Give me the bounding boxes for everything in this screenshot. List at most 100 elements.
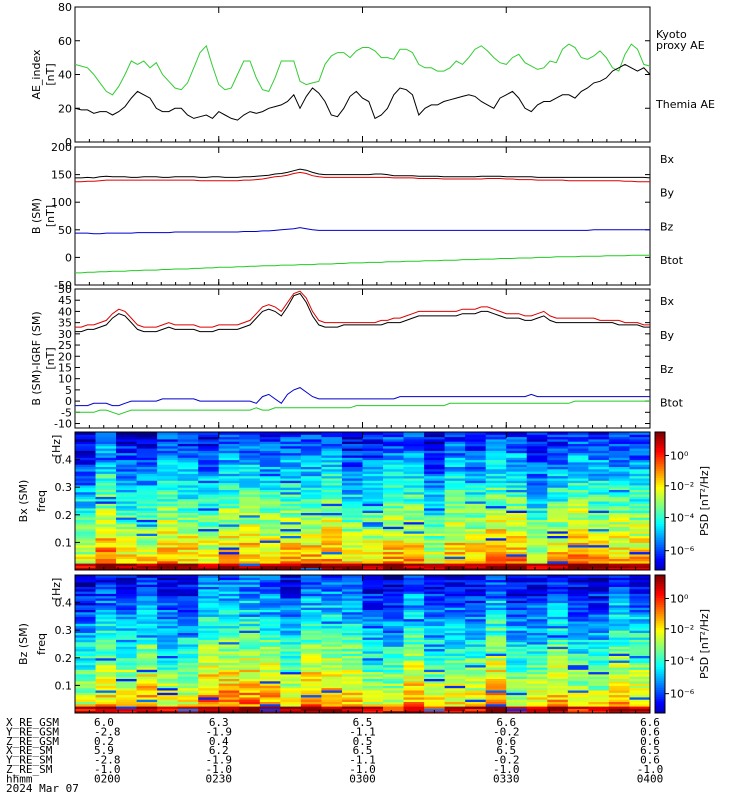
spectrogram-cell — [259, 701, 281, 705]
spectrogram-cell — [629, 699, 651, 702]
spectrogram-cell — [444, 575, 466, 578]
spectrogram-cell — [177, 496, 199, 500]
colorbar-cell — [655, 609, 665, 613]
spectrogram-cell — [506, 482, 528, 486]
spectrogram-cell — [341, 699, 363, 702]
spectrogram-cell — [506, 475, 528, 479]
spectrogram-cell — [280, 690, 302, 693]
spectrogram-cell — [321, 667, 343, 670]
spectrogram-cell — [198, 491, 220, 495]
spectrogram-cell — [444, 553, 466, 557]
spectrogram-cell — [608, 473, 630, 477]
spectrogram-cell — [75, 498, 97, 502]
spectrogram-cell — [526, 653, 548, 656]
spectrogram-cell — [485, 655, 507, 659]
spectrogram-cell — [588, 436, 610, 440]
spectrogram-cell — [506, 565, 528, 569]
spectrogram-cell — [116, 482, 138, 486]
spectrogram-cell — [321, 701, 343, 705]
spectrogram-cell — [567, 699, 589, 702]
spectrogram-cell — [321, 471, 343, 474]
spectrogram-cell — [547, 537, 569, 541]
spectrogram-cell — [485, 556, 507, 559]
spectrogram-cell — [444, 632, 466, 636]
spectrogram-cell — [444, 542, 466, 546]
spectrogram-cell — [567, 551, 589, 555]
ephemeris-value: 0330 — [493, 772, 520, 785]
spectrogram-cell — [177, 565, 199, 569]
spectrogram-cell — [485, 632, 507, 636]
spectrogram-cell — [75, 482, 97, 486]
spectrogram-cell — [588, 517, 610, 520]
spectrogram-cell — [157, 692, 179, 696]
spectrogram-cell — [218, 443, 240, 447]
spectrogram-cell — [321, 505, 343, 509]
spectrogram-cell — [116, 461, 138, 465]
spectrogram-cell — [526, 519, 548, 523]
spectrogram-cell — [177, 703, 199, 707]
spectrogram-cell — [116, 664, 138, 668]
spectrogram-cell — [588, 482, 610, 486]
spectrogram-cell — [177, 558, 199, 562]
spectrogram-cell — [75, 507, 97, 511]
spectrogram-cell — [218, 482, 240, 486]
spectrogram-cell — [321, 575, 343, 578]
spectrogram-cell — [95, 604, 117, 608]
spectrogram-cell — [116, 616, 138, 620]
spectrogram-cell — [280, 694, 302, 698]
spectrogram-cell — [403, 480, 425, 484]
spectrogram-cell — [403, 669, 425, 673]
spectrogram-cell — [629, 630, 651, 633]
spectrogram-cell — [506, 669, 528, 673]
spectrogram-cell — [424, 563, 446, 566]
spectrogram-cell — [383, 519, 405, 523]
spectrogram-cell — [259, 657, 281, 661]
spectrogram-cell — [383, 464, 405, 467]
spectrogram-cell — [218, 487, 240, 490]
spectrogram-cell — [157, 436, 179, 440]
spectrogram-cell — [116, 510, 138, 513]
spectrogram-cell — [567, 634, 589, 638]
spectrogram-cell — [95, 565, 117, 569]
spectrogram-cell — [383, 634, 405, 638]
spectrogram-cell — [198, 441, 220, 444]
spectrogram-cell — [198, 432, 220, 435]
colorbar-cell — [655, 438, 665, 442]
spectrogram-cell — [341, 482, 363, 486]
spectrogram-cell — [444, 471, 466, 474]
spectrogram-cell — [157, 676, 179, 679]
spectrogram-cell — [608, 432, 630, 435]
spectrogram-cell — [362, 685, 384, 689]
spectrogram-cell — [280, 524, 302, 527]
spectrogram-cell — [608, 627, 630, 631]
spectrogram-cell — [526, 611, 548, 615]
spectrogram-cell — [259, 593, 281, 597]
spectrogram-cell — [383, 452, 405, 456]
spectrogram-cell — [403, 482, 425, 486]
spectrogram-cell — [567, 627, 589, 631]
spectrogram-cell — [547, 441, 569, 444]
spectrogram-cell — [136, 680, 158, 684]
spectrogram-cell — [321, 595, 343, 599]
spectrogram-cell — [588, 646, 610, 650]
spectrogram-cell — [116, 487, 138, 490]
date-label: 2024 Mar 07 — [6, 782, 79, 795]
spectrogram-cell — [116, 653, 138, 656]
spectrogram-cell — [321, 690, 343, 693]
spectrogram-cell — [136, 600, 158, 604]
spectrogram-cell — [157, 475, 179, 479]
spectrogram-cell — [321, 616, 343, 620]
spectrogram-cell — [506, 540, 528, 543]
spectrogram-cell — [116, 639, 138, 643]
spectrogram-cell — [465, 549, 487, 553]
spectrogram-cell — [588, 644, 610, 647]
spectrogram-cell — [506, 524, 528, 527]
spectrogram-cell — [383, 436, 405, 440]
spectrogram-cell — [75, 542, 97, 546]
spectrogram-cell — [280, 510, 302, 513]
spectrogram-cell — [629, 507, 651, 511]
spectrogram-cell — [485, 634, 507, 638]
spectrogram-cell — [403, 696, 425, 700]
spectrogram-cell — [588, 664, 610, 668]
spectrogram-cell — [116, 553, 138, 557]
